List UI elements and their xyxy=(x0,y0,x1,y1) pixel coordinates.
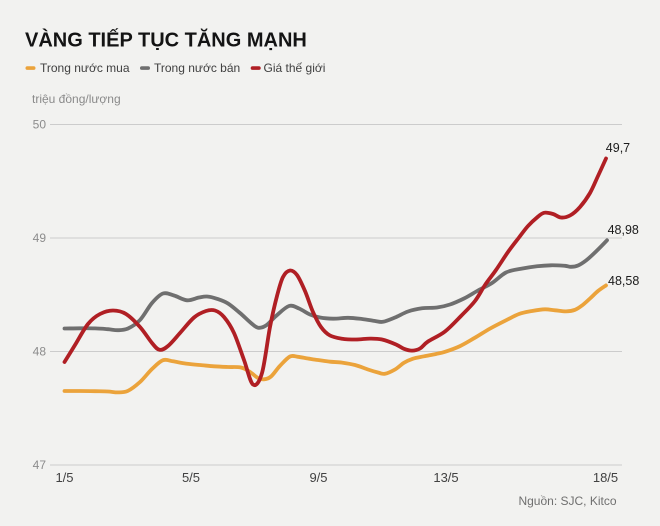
svg-text:Trong nước bán: Trong nước bán xyxy=(154,61,240,75)
svg-text:48,98: 48,98 xyxy=(608,223,639,237)
svg-text:48: 48 xyxy=(33,345,47,359)
svg-text:48,58: 48,58 xyxy=(608,274,639,288)
svg-text:9/5: 9/5 xyxy=(309,470,327,485)
svg-text:Nguồn: SJC, Kitco: Nguồn: SJC, Kitco xyxy=(518,494,616,508)
svg-text:5/5: 5/5 xyxy=(182,470,200,485)
svg-text:49: 49 xyxy=(33,231,47,245)
svg-text:47: 47 xyxy=(33,458,47,472)
svg-text:1/5: 1/5 xyxy=(55,470,73,485)
svg-text:Trong nước mua: Trong nước mua xyxy=(40,61,130,75)
svg-text:13/5: 13/5 xyxy=(433,470,458,485)
svg-text:triệu đồng/lượng: triệu đồng/lượng xyxy=(32,92,121,106)
svg-text:VÀNG TIẾP TỤC TĂNG MẠNH: VÀNG TIẾP TỤC TĂNG MẠNH xyxy=(25,29,307,52)
svg-text:Giá thế giới: Giá thế giới xyxy=(264,61,326,75)
svg-text:50: 50 xyxy=(33,118,47,132)
svg-text:18/5: 18/5 xyxy=(593,470,618,485)
svg-text:49,7: 49,7 xyxy=(606,141,630,155)
